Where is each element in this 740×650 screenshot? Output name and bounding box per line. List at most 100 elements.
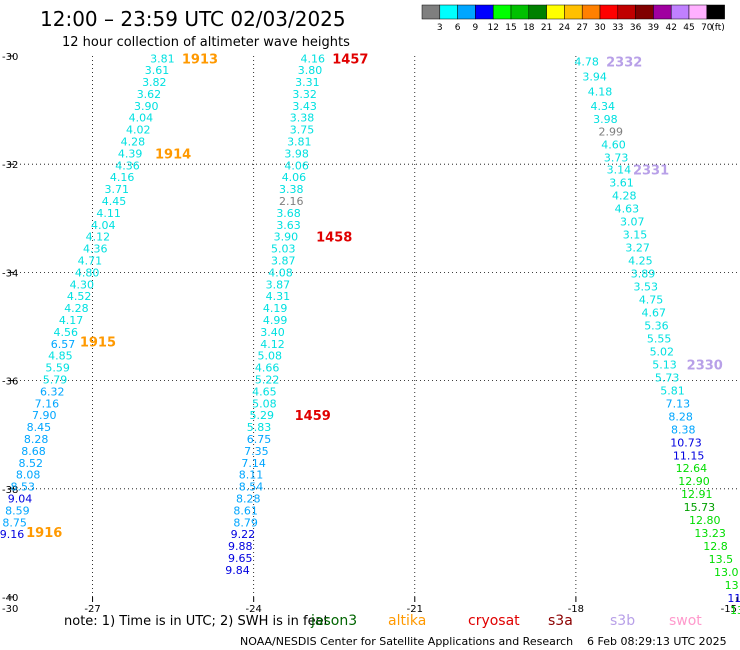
swh-value-label: 3.90 — [274, 231, 299, 244]
swh-value-label: 4.34 — [590, 100, 615, 113]
swh-value-label: 11.15 — [673, 449, 705, 462]
swh-value-label: 3.73 — [604, 152, 629, 165]
swh-value-label: 3.43 — [292, 100, 317, 113]
color-scale-label: 39 — [648, 23, 660, 33]
color-scale-label: 9 — [473, 23, 479, 33]
swh-value-label: 3.61 — [145, 64, 170, 77]
color-swatch — [706, 4, 725, 20]
swh-value-label: 2.16 — [279, 195, 304, 208]
swh-value-label: 4.63 — [615, 203, 640, 216]
corner-lat-label: -30 — [2, 604, 18, 615]
color-scale-label: 70 — [701, 23, 713, 33]
swh-value-label: 8.79 — [233, 516, 258, 529]
track-s3b: 4.78 3.94 4.184.343.982.994.603.733.143.61… — [574, 55, 740, 617]
pass-time-label: 2330 — [687, 358, 723, 373]
swh-value-label: 4.66 — [255, 362, 280, 375]
swh-value-label: 12.80 — [689, 514, 721, 527]
swh-value-label: 4.28 — [612, 190, 637, 203]
swh-value-label: 4.52 — [67, 290, 92, 303]
color-swatch — [688, 4, 708, 20]
swh-value-label: 4.45 — [102, 195, 127, 208]
swh-value-label: 4.25 — [628, 254, 653, 267]
color-scale-label: 24 — [559, 23, 571, 33]
swh-value-label: 8.53 — [10, 481, 35, 494]
swh-value-label: 5.73 — [655, 371, 680, 384]
swh-value-label: 3.14 — [607, 164, 632, 177]
track-cryosat: 4.163.803.313.323.433.383.753.813.984.06… — [225, 53, 368, 577]
swh-value-label: 5.81 — [660, 384, 685, 397]
color-swatch — [564, 4, 583, 20]
swh-value-label: 5.03 — [271, 243, 296, 256]
swh-value-label: 4.16 — [300, 53, 325, 66]
swh-value-label: 3.07 — [620, 216, 645, 229]
satellite-legend-s3b: s3b — [610, 613, 635, 629]
satellite-legend-s3a: s3a — [548, 613, 573, 629]
swh-value-label: 5.59 — [45, 362, 70, 375]
swh-value-label: 4.60 — [601, 139, 626, 152]
swh-value-label: 7.35 — [244, 445, 269, 458]
swh-value-label: 4.17 — [59, 314, 84, 327]
color-swatch — [635, 4, 654, 20]
satellite-legend-swot: swot — [669, 613, 702, 629]
swh-value-label: 5.22 — [255, 374, 280, 387]
swh-value-label: 3.68 — [276, 207, 301, 220]
swh-value-label: 15.73 — [684, 501, 716, 514]
color-swatch — [546, 4, 565, 20]
swh-value-label: 8.28 — [24, 433, 49, 446]
swh-value-label: 3.81 — [150, 53, 175, 66]
swh-value-label: 3.15 — [623, 229, 648, 242]
swh-value-label: 10.73 — [670, 436, 702, 449]
swh-value-label: 4.75 — [639, 293, 664, 306]
swh-value-label: 4.85 — [48, 350, 73, 363]
color-swatch — [528, 4, 547, 20]
swh-value-label: 8.45 — [27, 421, 52, 434]
swh-value-label: 5.08 — [252, 397, 277, 410]
swh-value-label: 4.28 — [64, 302, 89, 315]
color-scale-label: 3 — [437, 23, 443, 33]
color-scale-label: 12 — [487, 23, 498, 33]
swh-value-label: 8.52 — [19, 457, 44, 470]
swh-value-label: 8.38 — [671, 423, 696, 436]
swh-value-label: 4.99 — [263, 314, 288, 327]
swh-value-label: 5.08 — [258, 350, 283, 363]
satellite-legend-cryosat: cryosat — [468, 613, 520, 629]
swh-value-label: 4.12 — [260, 338, 285, 351]
swh-value-label: 4.19 — [263, 302, 288, 315]
swh-value-label: 3.38 — [279, 183, 304, 196]
swh-value-label: 4.30 — [70, 278, 95, 291]
swh-value-label: 8.75 — [2, 516, 27, 529]
swh-value-label: 6.57 — [51, 338, 76, 351]
swh-value-label: 3.38 — [290, 112, 315, 125]
x-tick-label: -18 — [568, 604, 584, 615]
swh-value-label: 9.22 — [231, 528, 256, 541]
swh-value-label: 13.5 — [709, 553, 734, 566]
color-swatch — [510, 4, 530, 20]
note-text: note: 1) Time is in UTC; 2) SWH is in fe… — [64, 614, 329, 629]
x-tick-label: -15 — [721, 604, 737, 615]
swh-value-label: 4.18 — [588, 86, 613, 99]
pass-time-label: 1459 — [295, 409, 331, 424]
swh-value-label: 4.31 — [266, 290, 291, 303]
swh-value-label: 4.08 — [268, 266, 293, 279]
color-scale-label: 33 — [612, 23, 623, 33]
pass-time-label: 1914 — [155, 147, 191, 162]
swh-value-label: 4.06 — [284, 159, 309, 172]
swh-value-label: 6.32 — [40, 385, 65, 398]
swh-value-label: 3.61 — [609, 177, 634, 190]
color-swatch — [421, 4, 441, 20]
swh-value-label: 3.27 — [625, 242, 650, 255]
swh-value-label: 4.39 — [118, 147, 143, 160]
swh-value-label: 3.71 — [104, 183, 129, 196]
color-scale-label: 36 — [630, 23, 642, 33]
swh-value-label: 4.02 — [126, 124, 151, 137]
swh-value-label: 3.40 — [260, 326, 285, 339]
color-swatch — [457, 4, 476, 20]
swh-value-label: 12.64 — [676, 462, 708, 475]
swh-value-label: 13.23 — [694, 527, 726, 540]
color-swatch — [670, 4, 690, 20]
swh-value-label: 5.29 — [249, 409, 274, 422]
color-swatch — [581, 4, 601, 20]
swh-value-label: 7.13 — [666, 397, 691, 410]
track-altika: 3.813.613.823.623.904.044.024.284.394.36… — [0, 53, 218, 542]
swh-value-label: 13 — [730, 604, 740, 617]
